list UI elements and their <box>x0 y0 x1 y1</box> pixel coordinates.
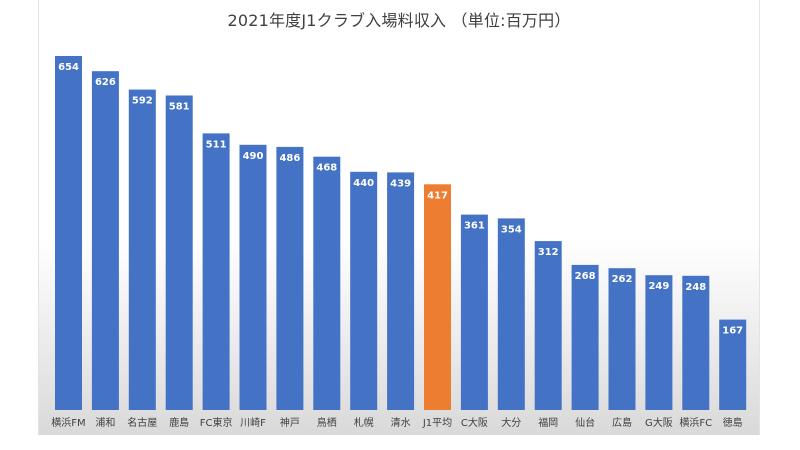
bar-清水 <box>387 172 415 410</box>
bar-横浜FM <box>55 56 82 410</box>
tick-label-福岡: 福岡 <box>538 416 558 429</box>
tick-label-鹿島: 鹿島 <box>169 416 189 429</box>
bar-鳥栖 <box>313 156 341 410</box>
data-label-鳥栖: 468 <box>316 163 337 174</box>
tick-label-横浜FM: 横浜FM <box>51 416 85 429</box>
data-label-徳島: 167 <box>722 326 743 337</box>
data-label-名古屋: 592 <box>132 96 153 107</box>
data-label-C大阪: 361 <box>464 221 485 232</box>
data-label-大分: 354 <box>501 224 522 235</box>
data-label-J1平均: 417 <box>427 190 448 201</box>
data-label-横浜FC: 248 <box>685 282 706 293</box>
tick-label-C大阪: C大阪 <box>461 416 488 429</box>
bar-福岡 <box>534 241 562 410</box>
tick-label-名古屋: 名古屋 <box>127 416 157 429</box>
tick-label-広島: 広島 <box>612 416 632 429</box>
tick-label-神戸: 神戸 <box>280 416 300 429</box>
bar-神戸 <box>276 146 304 410</box>
bar-FC東京 <box>202 133 230 410</box>
bar-仙台 <box>571 264 599 410</box>
data-label-G大阪: 249 <box>648 281 669 292</box>
tick-label-仙台: 仙台 <box>575 416 595 429</box>
data-label-鹿島: 581 <box>169 102 190 113</box>
chart-title: 2021年度J1クラブ入場料収入 （単位:百万円） <box>227 11 571 30</box>
data-label-神戸: 486 <box>279 153 300 164</box>
tick-label-川崎F: 川崎F <box>240 416 266 429</box>
bar-川崎F <box>239 144 267 411</box>
bar-浦和 <box>91 71 119 410</box>
bar-大分 <box>497 218 525 410</box>
bar-鹿島 <box>165 95 193 410</box>
data-label-広島: 262 <box>612 274 633 285</box>
tick-label-G大阪: G大阪 <box>645 416 673 429</box>
tick-label-清水: 清水 <box>391 416 411 429</box>
tick-label-浦和: 浦和 <box>95 416 115 429</box>
tick-label-FC東京: FC東京 <box>200 416 233 429</box>
bar-G大阪 <box>645 275 673 410</box>
tick-label-大分: 大分 <box>501 416 521 429</box>
bar-札幌 <box>350 171 378 410</box>
tick-label-鳥栖: 鳥栖 <box>317 416 337 429</box>
data-label-FC東京: 511 <box>206 139 227 150</box>
tick-label-J1平均: J1平均 <box>422 417 452 429</box>
data-label-清水: 439 <box>390 178 411 189</box>
bar-名古屋 <box>128 89 156 410</box>
data-label-浦和: 626 <box>95 77 116 88</box>
bar-広島 <box>608 268 636 410</box>
data-label-仙台: 268 <box>575 271 596 282</box>
tick-label-徳島: 徳島 <box>723 416 743 429</box>
tick-label-横浜FC: 横浜FC <box>679 416 712 429</box>
bar-J1平均 <box>424 184 451 410</box>
tick-label-札幌: 札幌 <box>354 416 374 429</box>
bar-徳島 <box>719 319 747 410</box>
data-label-福岡: 312 <box>538 247 559 258</box>
data-label-横浜FM: 654 <box>58 62 79 73</box>
data-label-川崎F: 490 <box>243 151 264 162</box>
bar-横浜FC <box>682 275 710 410</box>
bar-C大阪 <box>460 214 488 410</box>
data-label-札幌: 440 <box>353 178 374 189</box>
